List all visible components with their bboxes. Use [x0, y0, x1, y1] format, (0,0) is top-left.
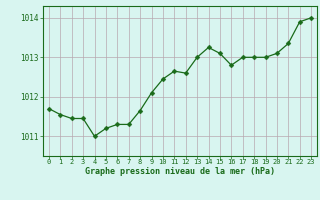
X-axis label: Graphe pression niveau de la mer (hPa): Graphe pression niveau de la mer (hPa) — [85, 167, 275, 176]
